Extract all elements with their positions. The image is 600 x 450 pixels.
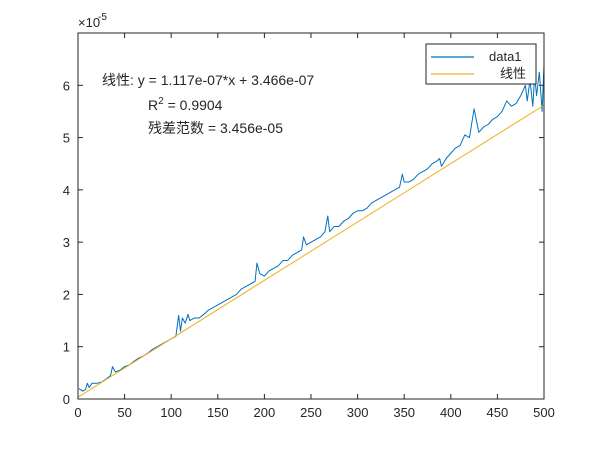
fit-r2-value: = 0.9904 [164,97,223,113]
x-tick-label: 400 [440,405,462,420]
y-ticks: 0 1 2 3 4 5 6 [63,78,544,407]
x-tick-label: 150 [207,405,229,420]
linear-fit-line [77,104,545,398]
axes: 0 50 100 150 200 250 300 350 400 450 500 0 1 2 3 4 5 6 ×… [63,12,555,420]
legend: data1 线性 [425,43,537,85]
x-tick-label: 50 [117,405,131,420]
x-tick-label: 300 [347,405,369,420]
y-tick-label: 5 [63,131,70,146]
fit-residual-norm-text: 残差范数 = 3.456e-05 [148,120,283,136]
x-tick-label: 350 [393,405,415,420]
series-layer [77,64,545,398]
legend-label-linear: 线性 [500,66,526,81]
fit-r2-sup: 2 [158,96,164,107]
x-tick-label: 100 [160,405,182,420]
y-tick-label: 4 [63,183,70,198]
y-tick-label: 1 [63,340,70,355]
legend-label-data1: data1 [489,49,522,64]
y-exponent: ×10 -5 [78,12,107,30]
fit-equation-text: 线性: y = 1.117e-07*x + 3.466e-07 [102,72,314,88]
fit-r2-prefix: R [148,97,158,113]
fit-annotation: 线性: y = 1.117e-07*x + 3.466e-07 R2 = 0.9… [102,72,314,136]
y-tick-label: 2 [63,287,70,302]
legend-box [425,43,537,85]
x-tick-label: 200 [254,405,276,420]
y-exponent-base: ×10 [78,15,100,30]
y-tick-label: 3 [63,235,70,250]
y-tick-label: 0 [63,392,70,407]
x-tick-label: 250 [300,405,322,420]
y-tick-label: 6 [63,78,70,93]
fit-r2-text: R2 = 0.9904 [148,96,223,113]
x-tick-label: 0 [74,405,81,420]
x-tick-label: 500 [533,405,555,420]
data1-line [78,64,545,392]
y-exponent-power: -5 [98,12,107,23]
x-tick-label: 450 [487,405,509,420]
x-ticks: 0 50 100 150 200 250 300 350 400 450 500 [74,33,555,420]
